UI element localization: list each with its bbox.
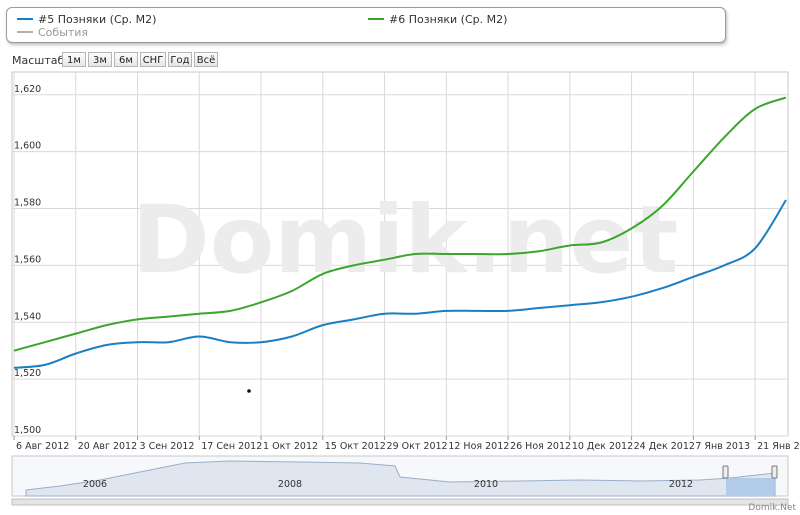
x-tick-label: 6 Авг 2012 <box>16 441 69 452</box>
legend-swatch-series-6 <box>368 18 384 20</box>
y-tick-label: 1,540 <box>14 311 41 322</box>
series-line-6[interactable] <box>13 96 787 352</box>
x-tick-label: 10 Дек 2012 <box>572 441 633 452</box>
legend-swatch-events <box>17 31 33 33</box>
legend-item-events[interactable]: События <box>17 26 88 39</box>
x-tick-label: 1 Окт 2012 <box>263 441 318 452</box>
x-tick-label: 15 Окт 2012 <box>325 441 386 452</box>
y-tick-label: 1,620 <box>14 84 41 95</box>
y-tick-label: 1,560 <box>14 254 41 265</box>
x-tick-label: 21 Янв 2013 <box>757 441 800 452</box>
navigator-label-2008: 2008 <box>278 479 302 490</box>
x-tick-label: 20 Авг 2012 <box>78 441 137 452</box>
site-credit: Domik.Net <box>748 503 796 513</box>
navigator-label-2006: 2006 <box>83 479 107 490</box>
navigator: 2006 2008 2010 2012 <box>11 455 789 506</box>
navigator-selection[interactable] <box>726 478 775 495</box>
navigator-handle-left[interactable] <box>722 465 729 479</box>
watermark: Domik.net <box>132 186 679 295</box>
navigator-handle-right[interactable] <box>771 465 778 479</box>
event-marker <box>247 389 251 393</box>
navigator-scrollbar[interactable] <box>11 498 789 506</box>
legend-label-series-5: #5 Позняки (Ср. М2) <box>38 13 157 26</box>
navigator-series <box>25 460 776 497</box>
x-tick-label: 26 Ноя 2012 <box>510 441 571 452</box>
zoom-button-all[interactable]: Всё <box>194 52 218 67</box>
x-tick-label: 7 Янв 2013 <box>695 441 750 452</box>
zoom-button-ytd[interactable]: СНГ <box>140 52 166 67</box>
series-lines <box>13 96 787 369</box>
plot-area <box>11 71 789 437</box>
x-tick-label: 3 Сен 2012 <box>140 441 195 452</box>
legend-label-events: События <box>38 26 89 39</box>
zoom-button-year[interactable]: Год <box>168 52 192 67</box>
x-tick-label: 24 Дек 2012 <box>634 441 695 452</box>
navigator-label-2010: 2010 <box>474 479 498 490</box>
x-tick-label: 29 Окт 2012 <box>387 441 448 452</box>
series-line-5[interactable] <box>13 199 787 369</box>
chart-legend: #5 Позняки (Ср. М2) #6 Позняки (Ср. М2) … <box>6 7 726 43</box>
y-tick-label: 1,500 <box>14 425 41 436</box>
zoom-button-1m[interactable]: 1м <box>62 52 86 67</box>
zoom-label: Масштаб <box>12 54 65 67</box>
y-tick-label: 1,520 <box>14 368 41 379</box>
legend-label-series-6: #6 Позняки (Ср. М2) <box>389 13 508 26</box>
zoom-button-6m[interactable]: 6м <box>114 52 138 67</box>
zoom-button-3m[interactable]: 3м <box>88 52 112 67</box>
legend-item-series-6[interactable]: #6 Позняки (Ср. М2) <box>368 13 507 26</box>
legend-swatch-series-5 <box>17 18 33 20</box>
legend-item-series-5[interactable]: #5 Позняки (Ср. М2) <box>17 13 156 26</box>
y-axis-ticks: 1,500 1,520 1,540 1,560 1,580 1,600 1,620 <box>14 84 41 436</box>
x-axis-ticks: 6 Авг 2012 20 Авг 2012 3 Сен 2012 17 Сен 20… <box>13 436 800 452</box>
y-tick-label: 1,600 <box>14 141 41 152</box>
navigator-label-2012: 2012 <box>669 479 693 490</box>
y-tick-label: 1,580 <box>14 198 41 209</box>
x-tick-label: 12 Ноя 2012 <box>448 441 509 452</box>
x-tick-label: 17 Сен 2012 <box>201 441 262 452</box>
